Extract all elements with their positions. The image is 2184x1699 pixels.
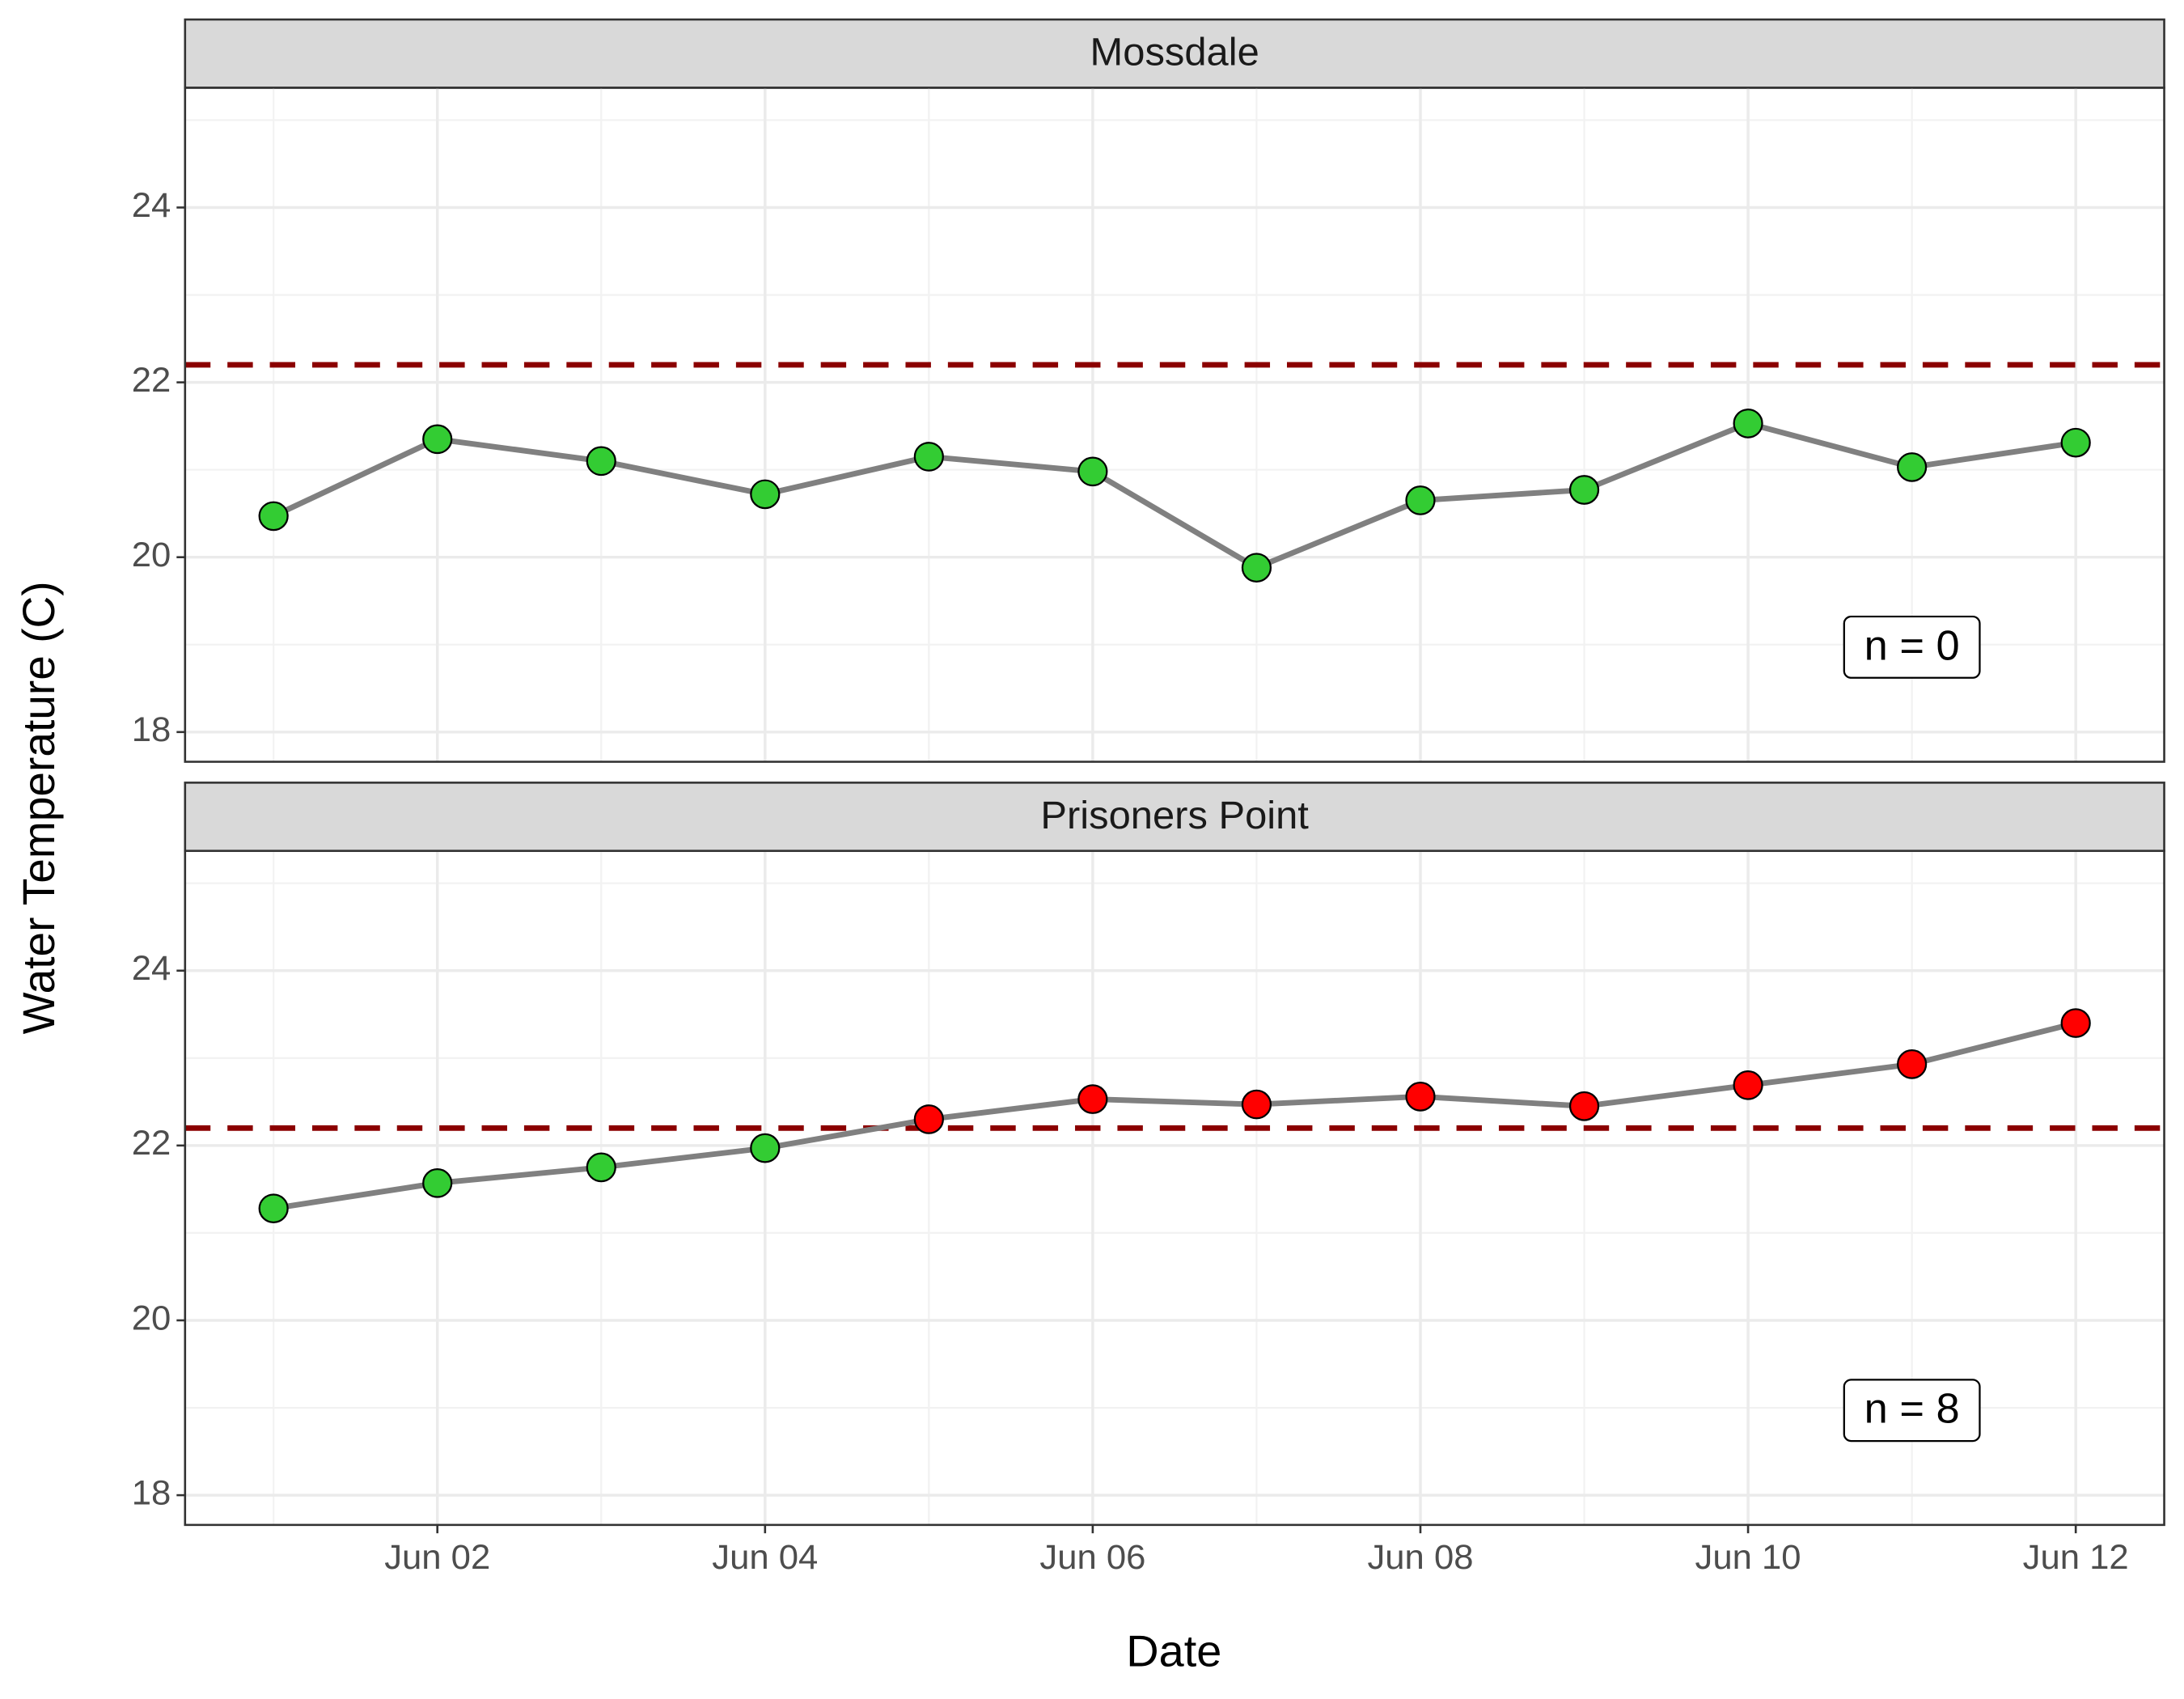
point — [1568, 1091, 1600, 1121]
strip — [184, 18, 2165, 89]
point — [1568, 475, 1600, 505]
point — [586, 1152, 616, 1183]
point — [1405, 1082, 1436, 1112]
strip-title: Prisoners Point — [1040, 794, 1309, 837]
panel-border — [184, 850, 2165, 1527]
point — [750, 1133, 781, 1163]
series-line — [272, 420, 2076, 571]
x-tick-label: Jun 02 — [384, 1539, 490, 1578]
point — [422, 424, 453, 455]
point — [913, 442, 944, 472]
y-tick-label: 18 — [132, 1474, 171, 1513]
annotation: n = 8 — [1843, 1379, 1981, 1443]
point — [1405, 485, 1436, 515]
y-tick-label: 22 — [132, 361, 171, 400]
annotation-box — [1843, 615, 1981, 679]
annotation-box — [1843, 1379, 1981, 1443]
point — [422, 1168, 453, 1198]
point — [1733, 1070, 1763, 1100]
strip-title: Mossdale — [1090, 31, 1259, 74]
point — [258, 1193, 289, 1224]
y-tick-label: 22 — [132, 1125, 171, 1163]
point — [2060, 1008, 2091, 1038]
point — [1077, 456, 1108, 487]
annotation-text: n = 0 — [1864, 623, 1960, 670]
panel-border — [184, 87, 2165, 763]
point — [2060, 427, 2091, 458]
point — [1733, 409, 1763, 439]
point — [1897, 1049, 1928, 1079]
y-tick-label: 24 — [132, 949, 171, 988]
x-tick-label: Jun 04 — [712, 1539, 818, 1578]
y-tick-label: 24 — [132, 186, 171, 225]
y-tick-label: 20 — [132, 536, 171, 574]
y-tick-label: 20 — [132, 1299, 171, 1338]
x-tick-label: Jun 08 — [1367, 1539, 1473, 1578]
series-line — [273, 1020, 2077, 1212]
annotation: n = 0 — [1843, 615, 1981, 679]
point — [750, 479, 781, 510]
y-axis-title: Water Temperature (C) — [14, 581, 64, 1034]
point — [913, 1104, 944, 1134]
y-tick-label: 18 — [132, 710, 171, 749]
point — [586, 446, 616, 477]
x-tick-label: Jun 10 — [1695, 1539, 1801, 1578]
point — [1241, 553, 1272, 583]
point — [258, 501, 289, 532]
point — [1077, 1084, 1108, 1114]
annotation-text: n = 8 — [1864, 1386, 1960, 1433]
point — [1897, 452, 1928, 482]
x-tick-label: Jun 06 — [1039, 1539, 1145, 1578]
point — [1241, 1089, 1272, 1120]
strip — [184, 782, 2165, 853]
x-tick-label: Jun 12 — [2023, 1539, 2129, 1578]
x-axis-title: Date — [1126, 1626, 1221, 1676]
